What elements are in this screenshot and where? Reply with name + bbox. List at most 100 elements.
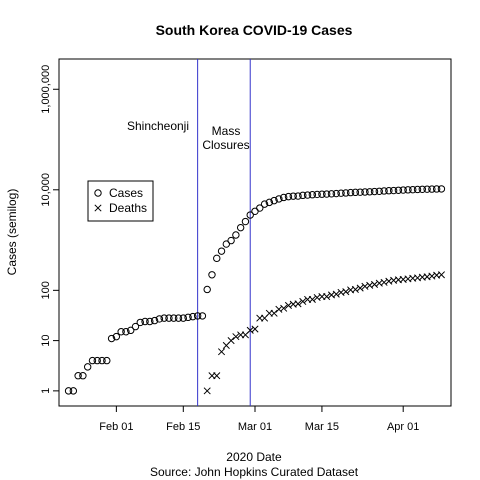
cases-point — [222, 240, 231, 248]
cases-point — [136, 318, 144, 327]
cases-point — [351, 188, 360, 197]
chart-title: South Korea COVID-19 Cases — [156, 22, 353, 38]
deaths-point — [270, 309, 278, 317]
cases-point — [232, 231, 240, 239]
cases-point — [413, 185, 422, 194]
cases-point — [170, 314, 178, 322]
legend-label: Deaths — [109, 201, 147, 215]
deaths-point — [361, 282, 369, 290]
annotation-label: Mass — [212, 124, 241, 138]
cases-point — [64, 387, 73, 395]
cases-point — [256, 204, 264, 212]
cases-point — [103, 356, 111, 365]
cases-point — [88, 356, 97, 365]
cases-point — [361, 188, 369, 196]
deaths-point — [251, 325, 259, 333]
cases-point — [198, 312, 207, 320]
cases-point — [265, 198, 274, 207]
y-axis-label: Cases (semilog) — [5, 189, 19, 276]
cases-point — [318, 190, 326, 198]
deaths-point — [246, 326, 254, 334]
y-tick-label: 100 — [40, 281, 52, 299]
cases-point — [346, 188, 355, 197]
deaths-point — [370, 280, 379, 288]
cases-point — [217, 247, 226, 255]
deaths-point — [213, 372, 221, 380]
cases-point — [375, 187, 383, 196]
cases-point — [327, 190, 336, 198]
cases-point — [275, 195, 283, 203]
cases-point — [179, 314, 187, 322]
deaths-point — [203, 387, 211, 395]
deaths-point — [275, 305, 283, 313]
x-axis-label: 2020 Date — [226, 450, 282, 464]
cases-point — [208, 271, 216, 279]
cases-point — [409, 185, 417, 194]
source-note: Source: John Hopkins Curated Dataset — [150, 465, 359, 479]
cases-point — [203, 285, 211, 294]
annotation-label: Shincheonji — [127, 119, 189, 133]
cases-point — [74, 372, 82, 380]
cases-point — [437, 185, 446, 193]
y-tick-label: 10,000 — [40, 173, 52, 207]
y-tick-label: 10 — [40, 334, 52, 346]
cases-point — [432, 185, 441, 193]
series-marks — [64, 185, 446, 395]
y-tick-label: 1,000,000 — [40, 65, 52, 114]
cases-point — [385, 187, 393, 195]
annotation-lines — [197, 59, 251, 406]
y-tick-label: 1 — [40, 388, 52, 394]
cases-point — [127, 326, 135, 335]
deaths-point — [437, 271, 445, 279]
y-axis: 1 10 100 10,000 1,000,000 — [40, 65, 59, 394]
cases-point — [150, 316, 159, 325]
cases-point — [313, 190, 321, 199]
cases-point — [279, 193, 288, 202]
cases-point — [394, 186, 403, 194]
cases-point — [303, 191, 312, 199]
legend-box — [87, 180, 154, 222]
cases-point — [93, 356, 101, 365]
x-tick-label: Mar 15 — [305, 421, 339, 433]
cases-point — [146, 317, 154, 326]
deaths-point — [227, 337, 235, 345]
cases-point — [241, 217, 250, 226]
cases-point — [131, 322, 140, 331]
deaths-point — [351, 285, 359, 294]
deaths-point — [342, 288, 350, 296]
cases-point — [174, 314, 183, 322]
cases-point — [260, 200, 269, 208]
annotation-label: Closures — [202, 138, 249, 152]
legend-marker-deaths — [94, 204, 102, 212]
cases-point — [165, 314, 173, 322]
cases-point — [122, 328, 130, 336]
x-axis: Feb 01 Feb 15 Mar 01 Mar 15 Apr 01 — [99, 406, 419, 433]
cases-point — [428, 185, 436, 193]
cases-point — [155, 315, 164, 323]
cases-point — [342, 189, 350, 197]
cases-point — [323, 190, 331, 198]
cases-point — [389, 186, 398, 195]
x-tick-label: Mar 01 — [238, 421, 272, 433]
cases-point — [83, 363, 92, 371]
cases-point — [160, 314, 168, 322]
cases-point — [117, 328, 125, 336]
deaths-point — [284, 301, 293, 310]
cases-point — [107, 334, 116, 343]
cases-point — [356, 188, 364, 196]
deaths-point — [232, 333, 240, 341]
x-tick-label: Feb 15 — [166, 421, 200, 433]
deaths-point — [217, 348, 226, 356]
cases-point — [284, 192, 293, 201]
cases-point — [246, 211, 254, 219]
deaths-point — [356, 284, 364, 292]
cases-point — [227, 236, 235, 245]
cases-point — [289, 192, 297, 200]
cases-point — [404, 186, 412, 194]
cases-point — [270, 196, 278, 205]
plot-frame — [58, 58, 452, 407]
legend-label: Cases — [109, 186, 143, 200]
deaths-point — [280, 304, 288, 312]
